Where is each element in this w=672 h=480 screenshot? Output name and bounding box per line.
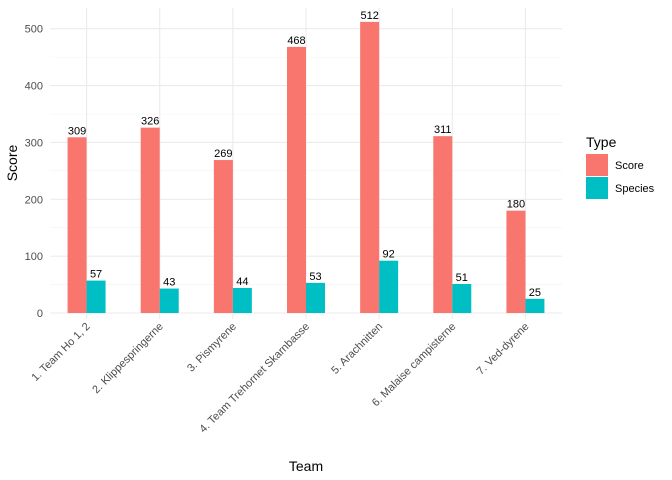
bar-score (287, 46, 306, 313)
bar-score (433, 136, 453, 313)
y-tick-label: 0 (37, 308, 43, 320)
y-axis-title: Score (4, 145, 20, 182)
bar-score (213, 160, 233, 313)
bars (67, 21, 545, 313)
x-tick-label: 3. Pismyrene (185, 321, 239, 375)
y-tick-label: 200 (25, 194, 43, 206)
x-tick-label: 7. Ved-dyrene (475, 321, 532, 378)
bar-value-label: 512 (360, 10, 378, 22)
bar-value-label: 51 (456, 272, 468, 284)
bar-value-label: 25 (529, 287, 541, 299)
bar-value-label: 311 (434, 124, 452, 136)
bar-species (379, 260, 399, 313)
bar-species (452, 284, 472, 313)
bar-value-label: 92 (383, 249, 395, 261)
x-tick-label: 6. Malaise campisterne (370, 321, 458, 409)
bar-value-label: 43 (163, 277, 175, 289)
legend-label: Score (615, 160, 644, 172)
y-tick-label: 500 (25, 24, 43, 36)
bar-value-label: 53 (309, 271, 321, 283)
y-tick-label: 300 (25, 137, 43, 149)
bar-species (86, 280, 106, 313)
legend-label: Species (615, 183, 655, 195)
x-tick-labels: 1. Team Ho 1, 22. Klippespringerne 3. Pis… (29, 321, 531, 436)
bar-score (506, 210, 526, 313)
bar-value-label: 326 (141, 116, 159, 128)
bar-value-label: 269 (214, 148, 232, 160)
x-tick-label: 2. Klippespringerne (90, 321, 166, 397)
legend-title: Type (586, 134, 617, 150)
bar-value-label: 309 (68, 125, 86, 137)
bar-value-label: 468 (287, 35, 305, 47)
y-tick-labels: 0 100 200 300 400 500 (25, 24, 43, 320)
legend-key-species (586, 177, 608, 199)
bar-score (67, 137, 87, 313)
bar-value-label: 180 (507, 199, 525, 211)
bar-species (306, 282, 325, 313)
x-tick-label: 1. Team Ho 1, 2 (29, 321, 92, 384)
bar-value-label: 57 (90, 269, 102, 281)
x-tick-label: 5. Arachnitten (329, 321, 385, 377)
bar-score (140, 127, 160, 313)
legend: Type Score Species (586, 134, 655, 199)
bar-species (159, 288, 179, 313)
y-tick-label: 100 (25, 251, 43, 263)
bar-species (525, 298, 545, 313)
y-tick-label: 400 (25, 81, 43, 93)
bar-value-label: 44 (236, 276, 248, 288)
bar-score (360, 21, 380, 313)
bar-species (232, 287, 252, 313)
legend-key-score (586, 154, 608, 176)
x-axis-title: Team (289, 458, 323, 474)
bar-value-labels: 309 326 269 468 512 311 180 57 43 44 53 92 51 25 (68, 10, 541, 299)
